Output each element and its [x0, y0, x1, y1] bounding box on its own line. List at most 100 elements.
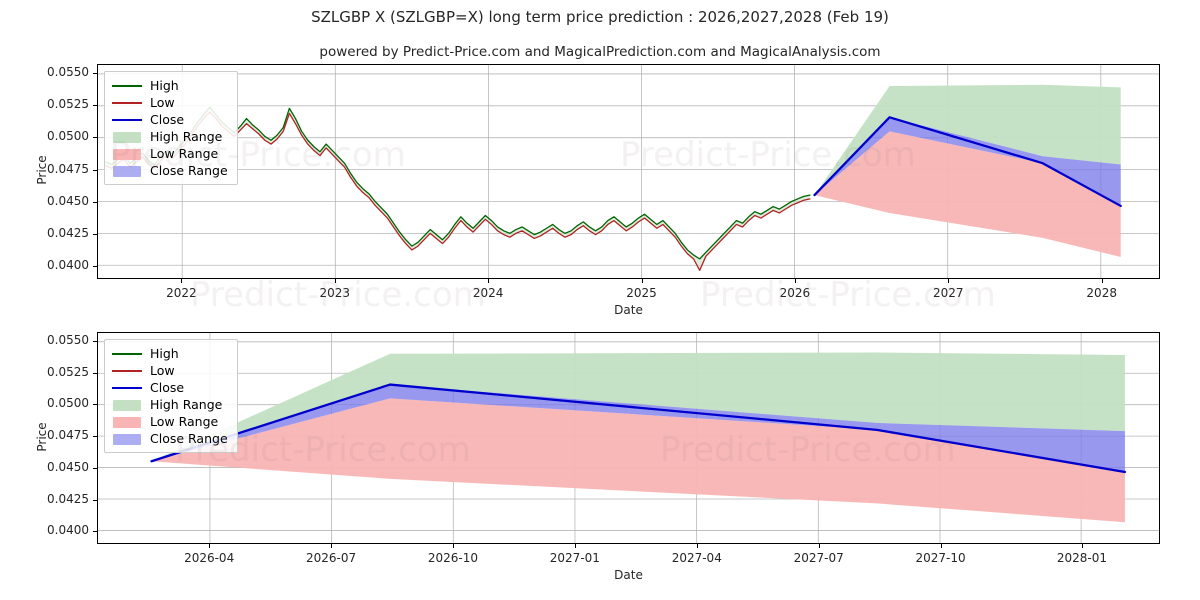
- bottom-xtick-mark: [209, 544, 211, 548]
- bottom-ytick-label: 0.0475: [47, 428, 89, 443]
- top-xtick-mark: [334, 279, 336, 283]
- bottom-legend-swatch-close-range: [112, 432, 142, 446]
- top-legend-label: Low: [150, 94, 175, 110]
- top-chart-axes: [97, 64, 1160, 279]
- bottom-ytick-label: 0.0525: [47, 364, 89, 379]
- bottom-legend-item-low-range[interactable]: Low Range: [112, 413, 229, 430]
- bottom-xtick-mark: [818, 544, 820, 548]
- top-legend-mark: [112, 118, 142, 121]
- bottom-legend-label: Close: [150, 379, 185, 395]
- top-legend-swatch-low: [112, 96, 142, 110]
- top-legend-swatch-high: [112, 79, 142, 93]
- top-legend-item-close-range[interactable]: Close Range: [112, 162, 229, 179]
- bottom-ytick-label: 0.0400: [47, 523, 89, 538]
- top-chart-plot: [98, 65, 1159, 278]
- top-ytick-label: 0.0525: [47, 97, 89, 112]
- top-ytick-mark: [93, 137, 97, 139]
- bottom-chart-plot: [98, 333, 1159, 543]
- bottom-legend-mark: [113, 399, 141, 411]
- top-legend-item-close[interactable]: Close: [112, 111, 229, 128]
- bottom-xtick-label: 2027-04: [671, 551, 722, 565]
- top-xtick-label: 2027: [933, 286, 964, 300]
- bottom-ytick-label: 0.0450: [47, 459, 89, 474]
- bottom-legend-label: Close Range: [150, 430, 228, 446]
- bottom-xtick-mark: [696, 544, 698, 548]
- bottom-ytick-mark: [93, 531, 97, 533]
- top-chart-legend: High Low Close High Range Low Range Close Ran…: [104, 71, 238, 185]
- bottom-legend-item-low[interactable]: Low: [112, 362, 229, 379]
- bottom-legend-item-close-range[interactable]: Close Range: [112, 430, 229, 447]
- bottom-legend-mark: [113, 416, 141, 428]
- bottom-legend-mark: [112, 386, 142, 389]
- bottom-legend-swatch-high: [112, 347, 142, 361]
- top-ytick-mark: [93, 201, 97, 203]
- top-ytick-label: 0.0550: [47, 65, 89, 79]
- bottom-ytick-mark: [93, 340, 97, 342]
- bottom-ytick-mark: [93, 467, 97, 469]
- top-legend-mark: [113, 165, 141, 177]
- top-legend-swatch-low-range: [112, 147, 142, 161]
- bottom-chart-axes: [97, 332, 1160, 544]
- bottom-legend-item-high-range[interactable]: High Range: [112, 396, 229, 413]
- bottom-legend-swatch-low-range: [112, 415, 142, 429]
- bottom-ytick-label: 0.0425: [47, 491, 89, 506]
- top-ytick-label: 0.0450: [47, 193, 89, 208]
- bottom-legend-swatch-low: [112, 364, 142, 378]
- top-xtick-mark: [488, 279, 490, 283]
- bottom-ytick-mark: [93, 436, 97, 438]
- bottom-chart-ylabel: Price: [35, 422, 49, 452]
- bottom-xtick-mark: [574, 544, 576, 548]
- top-xtick-mark: [181, 279, 183, 283]
- bottom-legend-swatch-high-range: [112, 398, 142, 412]
- bottom-ytick-mark: [93, 404, 97, 406]
- top-ytick-mark: [93, 266, 97, 268]
- bottom-xtick-mark: [1081, 544, 1083, 548]
- top-legend-swatch-close: [112, 113, 142, 127]
- bottom-legend-swatch-close: [112, 381, 142, 395]
- top-xtick-label: 2024: [472, 286, 504, 300]
- bottom-legend-item-high[interactable]: High: [112, 345, 229, 362]
- bottom-xtick-label: 2027-01: [549, 551, 600, 565]
- top-legend-label: Close Range: [150, 162, 228, 178]
- bottom-xtick-mark: [331, 544, 333, 548]
- top-legend-item-high[interactable]: High: [112, 77, 229, 94]
- top-legend-label: Close: [150, 111, 185, 127]
- top-legend-label: Low Range: [150, 145, 219, 161]
- top-legend-mark: [113, 131, 141, 143]
- top-legend-mark: [113, 148, 141, 160]
- top-xtick-label: 2026: [779, 286, 811, 300]
- top-ytick-label: 0.0500: [47, 129, 89, 144]
- bottom-legend-label: High: [150, 345, 179, 361]
- top-chart-xlabel: Date: [614, 303, 643, 317]
- top-legend-mark: [112, 101, 142, 104]
- top-xtick-label: 2025: [626, 286, 657, 300]
- top-legend-item-low[interactable]: Low: [112, 94, 229, 111]
- bottom-legend-label: Low Range: [150, 413, 219, 429]
- top-ytick-mark: [93, 169, 97, 171]
- bottom-legend-mark: [112, 369, 142, 372]
- top-legend-label: High Range: [150, 128, 223, 144]
- bottom-ytick-mark: [93, 499, 97, 501]
- top-legend-swatch-high-range: [112, 130, 142, 144]
- bottom-legend-label: High Range: [150, 396, 223, 412]
- top-legend-item-low-range[interactable]: Low Range: [112, 145, 229, 162]
- top-legend-item-high-range[interactable]: High Range: [112, 128, 229, 145]
- bottom-legend-item-close[interactable]: Close: [112, 379, 229, 396]
- top-xtick-label: 2022: [166, 286, 197, 300]
- top-ytick-mark: [93, 73, 97, 74]
- bottom-chart-xlabel: Date: [614, 568, 643, 582]
- bottom-xtick-label: 2027-10: [915, 551, 966, 565]
- top-legend-mark: [112, 84, 142, 87]
- bottom-ytick-mark: [93, 372, 97, 374]
- top-legend-label: High: [150, 77, 179, 93]
- top-ytick-label: 0.0475: [47, 161, 89, 176]
- top-xtick-label: 2028: [1086, 286, 1117, 300]
- bottom-xtick-label: 2027-07: [793, 551, 844, 565]
- figure-title: SZLGBP X (SZLGBP=X) long term price pred…: [311, 8, 889, 26]
- bottom-legend-mark: [113, 433, 141, 445]
- top-ytick-mark: [93, 233, 97, 235]
- top-ytick-label: 0.0425: [47, 225, 89, 240]
- top-ytick-label: 0.0400: [47, 258, 89, 273]
- top-chart-ylabel: Price: [35, 155, 49, 185]
